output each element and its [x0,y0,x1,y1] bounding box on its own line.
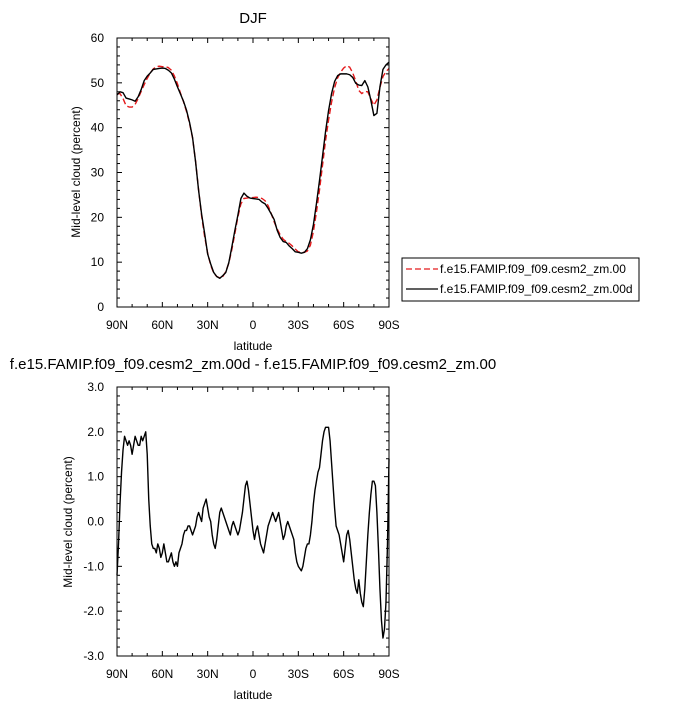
top-ytick-label: 40 [91,121,105,135]
top-xtick-label: 90N [106,318,128,332]
top-plot-frame [116,37,390,308]
bot-series-line-0 [116,426,390,639]
top-ytick-label: 10 [91,255,105,269]
top-ytick-labels: 0 10 20 30 40 50 60 [91,31,105,314]
top-title: DJF [239,10,267,27]
top-xtick-label: 60N [151,318,173,332]
bot-xtick-label: 90S [378,667,399,681]
top-ylabel: Mid-level cloud (percent) [69,106,83,237]
top-ytick-label: 60 [91,31,105,45]
bot-xtick-label: 0 [250,667,257,681]
bot-xtick-label: 30N [197,667,219,681]
top-ticks [116,37,390,308]
bot-xtick-label: 60S [333,667,354,681]
bottom-xlabel: latitude [234,688,273,702]
top-ytick-label: 0 [97,300,104,314]
bot-ytick-label: 1.0 [87,470,104,484]
bottom-plot-frame [116,386,390,657]
top-xtick-labels: 90N 60N 30N 0 30S 60S 90S [106,318,400,332]
bot-ytick-label: -3.0 [83,649,104,663]
top-xtick-label: 30N [197,318,219,332]
top-ytick-label: 30 [91,166,105,180]
legend-label-1: f.e15.FAMIP.f09_f09.cesm2_zm.00 [440,262,626,276]
bot-ytick-label: -2.0 [83,604,104,618]
bot-ytick-label: 3.0 [87,380,104,394]
legend: f.e15.FAMIP.f09_f09.cesm2_zm.00 f.e15.FA… [401,257,640,302]
bottom-ylabel: Mid-level cloud (percent) [61,456,75,587]
top-series-line-0 [116,65,390,279]
top-ytick-label: 50 [91,76,105,90]
bottom-xtick-labels: 90N 60N 30N 0 30S 60S 90S [106,667,400,681]
top-xtick-label: 60S [333,318,354,332]
bot-xtick-label: 30S [288,667,309,681]
top-series-line-1 [116,61,390,280]
bot-ytick-label: -1.0 [83,559,104,573]
bottom-ytick-labels: -3.0 -2.0 -1.0 0.0 1.0 2.0 3.0 [83,380,104,663]
bottom-title: f.e15.FAMIP.f09_f09.cesm2_zm.00d - f.e15… [10,356,496,373]
bottom-ticks [116,386,390,657]
bot-ytick-label: 2.0 [87,425,104,439]
top-xlabel: latitude [234,339,273,353]
bottom-panel: f.e15.FAMIP.f09_f09.cesm2_zm.00d - f.e15… [10,356,496,702]
bottom-series [116,426,390,639]
top-panel: DJF Mid-level cloud (percent) 0 10 20 30 40 5… [69,10,400,353]
bot-xtick-label: 90N [106,667,128,681]
legend-box [401,257,640,302]
top-xtick-label: 0 [250,318,257,332]
top-xtick-label: 30S [288,318,309,332]
bot-xtick-label: 60N [151,667,173,681]
top-series [116,61,390,280]
top-xtick-label: 90S [378,318,399,332]
bot-ytick-label: 0.0 [87,515,104,529]
top-ytick-label: 20 [91,210,105,224]
legend-label-2: f.e15.FAMIP.f09_f09.cesm2_zm.00d [440,282,633,296]
